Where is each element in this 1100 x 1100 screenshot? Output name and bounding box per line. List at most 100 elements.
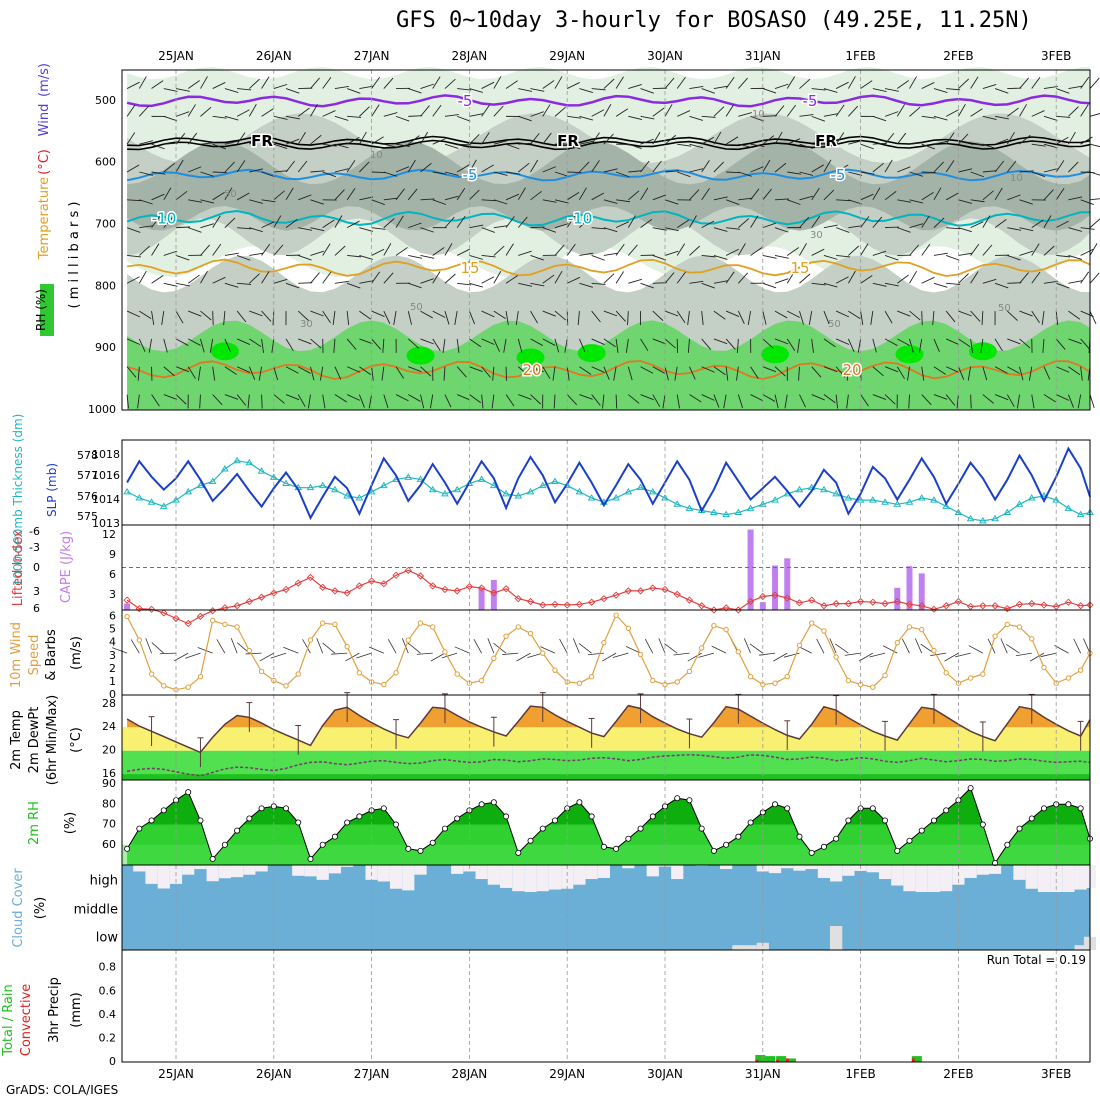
wind10-barb: [130, 639, 140, 654]
thickness-point: [942, 502, 951, 509]
thickness-point: [526, 487, 535, 495]
wind-barb: [187, 104, 196, 117]
wind-barb: [126, 310, 141, 318]
wind-barb: [298, 282, 313, 284]
wind-barb: [212, 171, 227, 174]
precip-bar: [911, 1056, 922, 1062]
wind-barb: [515, 311, 519, 326]
rh-blob: [895, 345, 924, 364]
cloud-high-clear: [243, 865, 256, 875]
wind-barb: [1080, 76, 1090, 89]
wind-barb: [677, 171, 691, 178]
wind-barb: [994, 338, 1003, 352]
wind-barb: [811, 338, 814, 353]
wind-barb: [994, 160, 1005, 173]
wind-barb: [970, 76, 979, 89]
wind-barb: [395, 115, 410, 122]
wind-barb: [493, 171, 508, 176]
li-point: [710, 606, 718, 614]
thickness-point: [685, 504, 694, 511]
li-point: [636, 587, 645, 595]
wind10-barb: [711, 645, 727, 654]
wind-barb: [798, 366, 800, 381]
wind-speed-point: [344, 643, 350, 650]
wind-barb: [750, 247, 763, 256]
wind-barb: [908, 394, 910, 409]
wind-barb: [591, 310, 601, 323]
wind10-barb: [302, 639, 311, 654]
rh2m-base: [122, 844, 1090, 865]
rh2m-point: [637, 825, 644, 832]
wind10-barb: [111, 647, 128, 654]
wind-barb: [921, 191, 934, 201]
wind10-barb: [644, 638, 654, 654]
thickness-point: [147, 498, 156, 505]
wind-barb: [493, 270, 502, 284]
rh2m-point: [833, 835, 840, 842]
rh2m-point: [820, 843, 827, 850]
pressure-tick-label: 700: [95, 218, 116, 231]
wind-barb: [1068, 131, 1076, 145]
wind-barb: [958, 104, 966, 117]
li-point: [147, 605, 156, 613]
li-point: [795, 599, 804, 607]
wind-barb: [161, 311, 165, 326]
li-point: [245, 597, 253, 606]
wind-barb: [1089, 77, 1100, 89]
wind-barb: [126, 394, 129, 409]
wind-barb: [774, 394, 779, 409]
wind-speed-point: [552, 667, 558, 673]
wind-speed-point: [222, 621, 228, 628]
wind-barb: [737, 310, 745, 324]
precip-total-label: Total / Rain: [1, 984, 16, 1057]
wind-barb: [481, 104, 490, 117]
wind-barb: [835, 276, 849, 284]
isotherm-label: 15: [790, 259, 809, 277]
wind-barb: [334, 280, 349, 284]
wind-barb: [799, 216, 810, 228]
li-point: [355, 582, 364, 590]
thickness-point: [123, 487, 131, 495]
wind-barb: [383, 143, 398, 148]
wind-barb: [664, 104, 673, 117]
wind-barb: [224, 282, 239, 288]
temp-tick-label: 28: [102, 697, 116, 710]
rh2m-point: [930, 817, 937, 824]
wind-barb: [652, 160, 662, 173]
wind-speed-point: [381, 681, 387, 688]
rh2m-point: [124, 845, 131, 852]
wind-barb: [823, 189, 835, 201]
cape-tick-label: 12: [102, 528, 116, 541]
wind-barb: [884, 190, 897, 201]
li-point: [343, 589, 351, 597]
rh-axis-label: RH (%): [34, 289, 48, 331]
wind-barb: [273, 278, 288, 284]
wind-barb: [958, 273, 969, 284]
wind-barb: [383, 77, 394, 89]
wind-barb: [444, 143, 459, 149]
wind-barb: [860, 80, 873, 89]
wind-barb: [126, 366, 137, 378]
date-label-bottom: 1FEB: [845, 1067, 875, 1081]
wind-barb: [1031, 76, 1041, 89]
wind-barb: [774, 366, 786, 377]
wind-barb: [517, 216, 528, 228]
wind-barb: [371, 248, 385, 256]
wind-barb: [701, 311, 704, 326]
thickness-point: [245, 458, 254, 466]
wind10-barb: [844, 652, 861, 656]
wind-barb: [982, 190, 994, 201]
wind-barb: [1068, 366, 1081, 376]
wind-barb: [359, 227, 373, 232]
wind-barb: [689, 394, 702, 403]
wind-barb: [613, 366, 617, 381]
wind-barb: [1043, 215, 1052, 228]
wind-barb: [921, 394, 932, 406]
wind-barb: [1080, 271, 1090, 284]
wind-barb: [836, 199, 851, 202]
wind-barb: [224, 338, 231, 352]
wind-barb: [860, 171, 875, 175]
wind-barb: [407, 188, 418, 201]
wind-barb: [334, 115, 349, 121]
wind-barb: [1019, 272, 1029, 284]
